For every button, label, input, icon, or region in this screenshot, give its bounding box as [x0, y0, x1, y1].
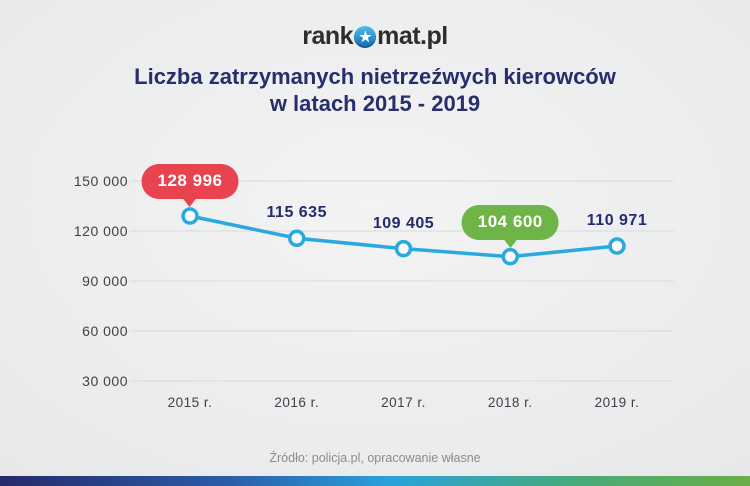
- chart-title-line2: w latach 2015 - 2019: [269, 91, 481, 116]
- chart-title-line1: Liczba zatrzymanych nietrzeźwych kierowc…: [134, 64, 616, 89]
- y-axis-label: 30 000: [82, 373, 128, 389]
- star-glyph: ★: [359, 28, 372, 44]
- x-axis-label: 2016 r.: [274, 395, 320, 410]
- bubble-tail-icon: [503, 238, 518, 248]
- highlight-bubble: 128 996: [141, 164, 239, 207]
- highlight-value: 128 996: [157, 171, 223, 190]
- data-point: [181, 207, 199, 225]
- data-point: [501, 247, 519, 266]
- highlight-value: 104 600: [477, 211, 543, 231]
- y-axis-label: 120 000: [73, 223, 128, 239]
- value-label: 109 405: [372, 214, 435, 232]
- bottom-gradient-bar: [0, 476, 750, 486]
- value-label: 115 635: [266, 204, 327, 222]
- data-point: [608, 237, 626, 255]
- y-axis-label: 60 000: [82, 323, 128, 339]
- x-axis-label: 2018 r.: [487, 395, 533, 410]
- bubble-tail-icon: [182, 198, 197, 207]
- highlight-bubble: 104 600: [461, 204, 559, 248]
- data-point: [394, 239, 413, 258]
- x-axis-label: 2019 r.: [594, 395, 640, 410]
- y-axis-label: 150 000: [73, 173, 128, 189]
- source-note: Źródło: policja.pl, opracowanie własne: [269, 451, 481, 465]
- logo-text-right: mat.pl: [377, 22, 448, 50]
- star-icon: ★: [354, 25, 377, 48]
- chart-title: Liczba zatrzymanych nietrzeźwych kierowc…: [0, 63, 750, 117]
- rankomat-logo: rank ★ mat.pl: [0, 22, 750, 51]
- data-point: [288, 229, 306, 248]
- x-axis-label: 2015 r.: [167, 395, 213, 410]
- logo-text-left: rank: [302, 22, 354, 50]
- x-axis-label: 2017 r.: [381, 395, 426, 410]
- value-label: 110 971: [586, 212, 648, 230]
- y-axis-label: 90 000: [82, 273, 128, 289]
